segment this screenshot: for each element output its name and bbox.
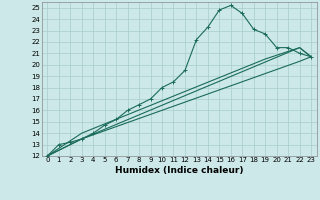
- X-axis label: Humidex (Indice chaleur): Humidex (Indice chaleur): [115, 166, 244, 175]
